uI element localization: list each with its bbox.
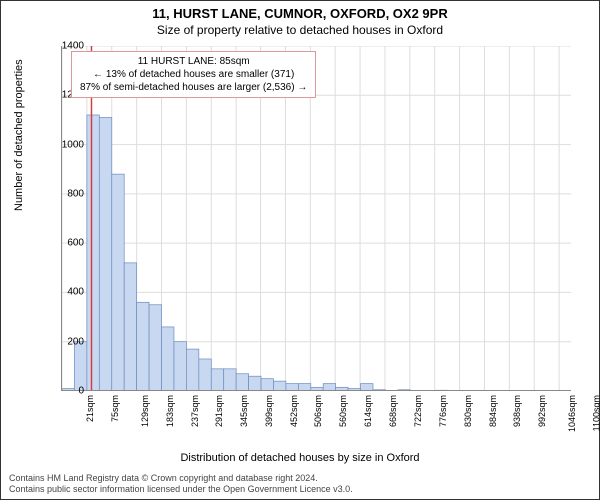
x-tick-label: 21sqm [85,395,95,422]
x-tick-label: 129sqm [140,395,150,427]
histogram-bar [373,390,385,391]
histogram-bar [99,117,111,391]
x-tick-label: 560sqm [338,395,348,427]
histogram-bar [199,359,211,391]
histogram-bar [224,369,236,391]
x-tick-label: 830sqm [463,395,473,427]
y-tick-label: 1400 [54,41,84,52]
y-tick-label: 600 [54,238,84,249]
legend-line3: 87% of semi-detached houses are larger (… [80,81,307,94]
x-tick-label: 399sqm [264,395,274,427]
title-address: 11, HURST LANE, CUMNOR, OXFORD, OX2 9PR [1,6,599,21]
histogram-bar [124,263,136,391]
x-tick-label: 237sqm [190,395,200,427]
x-tick-label: 183sqm [165,395,175,427]
footer-line2: Contains public sector information licen… [9,484,353,495]
histogram-bar [273,381,285,391]
histogram-bar [112,174,124,391]
x-tick-label: 722sqm [413,395,423,427]
y-tick-label: 800 [54,188,84,199]
histogram-bar [249,376,261,391]
x-tick-label: 938sqm [512,395,522,427]
histogram-bar [336,387,348,391]
x-tick-label: 291sqm [214,395,224,427]
legend-box: 11 HURST LANE: 85sqm ← 13% of detached h… [71,51,316,98]
histogram-bar [261,379,273,391]
histogram-bar [348,389,360,391]
histogram-bar [286,384,298,391]
histogram-bar [311,387,323,391]
histogram-bar [162,327,174,391]
x-tick-label: 776sqm [438,395,448,427]
histogram-bar [186,349,198,391]
histogram-bar [298,384,310,391]
x-tick-label: 75sqm [110,395,120,422]
y-axis-label: Number of detached properties [13,59,25,211]
y-tick-label: 400 [54,287,84,298]
x-tick-label: 345sqm [239,395,249,427]
histogram-bar [398,390,410,391]
histogram-bar [361,384,373,391]
x-tick-label: 1046sqm [567,395,577,432]
footer-attribution: Contains HM Land Registry data © Crown c… [9,473,353,495]
x-axis-label: Distribution of detached houses by size … [1,452,599,464]
legend-line2: ← 13% of detached houses are smaller (37… [80,68,307,81]
histogram-bar [435,390,447,391]
x-tick-label: 614sqm [363,395,373,427]
y-tick-label: 200 [54,336,84,347]
histogram-bar [149,305,161,391]
y-tick-label: 1000 [54,139,84,150]
x-tick-label: 452sqm [289,395,299,427]
y-tick-label: 0 [54,386,84,397]
histogram-bar [323,384,335,391]
histogram-bar [211,369,223,391]
histogram-bar [87,115,99,391]
title-desc: Size of property relative to detached ho… [1,23,599,37]
footer-line1: Contains HM Land Registry data © Crown c… [9,473,353,484]
histogram-bar [236,374,248,391]
x-tick-label: 992sqm [537,395,547,427]
histogram-bar [137,302,149,391]
x-tick-label: 884sqm [488,395,498,427]
histogram-bar [74,342,86,391]
histogram-bar [174,342,186,391]
x-tick-label: 668sqm [388,395,398,427]
x-tick-label: 506sqm [313,395,323,427]
x-tick-label: 1100sqm [591,395,600,431]
legend-line1: 11 HURST LANE: 85sqm [80,55,307,68]
chart-container: 11, HURST LANE, CUMNOR, OXFORD, OX2 9PR … [0,0,600,500]
